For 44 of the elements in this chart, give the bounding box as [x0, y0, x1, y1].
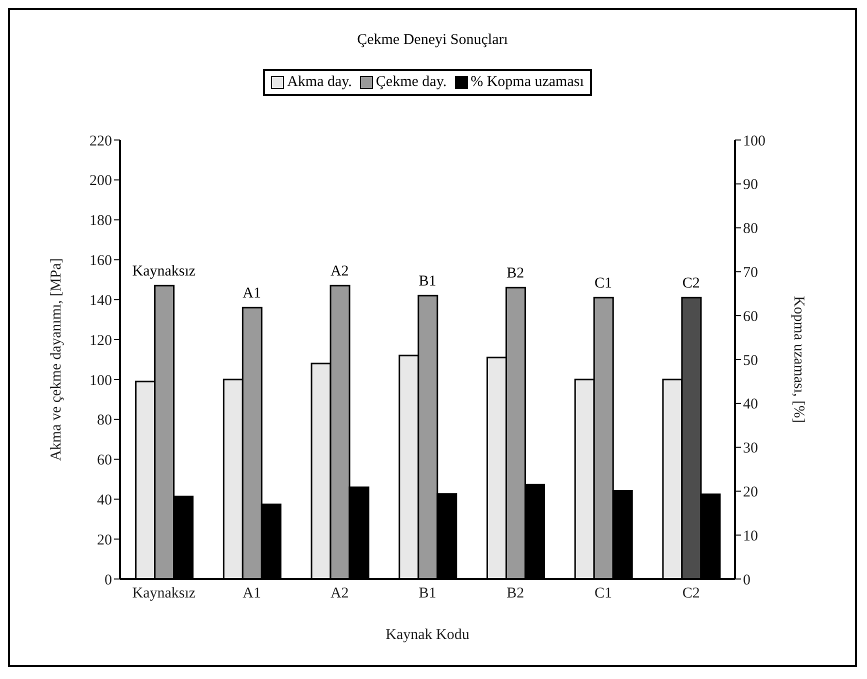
y-tick-label: 0	[104, 572, 112, 588]
y-tick-label: 220	[90, 133, 112, 150]
legend-label: % Kopma uzaması	[470, 74, 584, 91]
annotation: A1	[242, 286, 261, 302]
x-tick-label: C2	[682, 586, 700, 602]
y2-tick-label: 90	[743, 177, 758, 194]
y-axis-title: Akma ve çekme dayanımı, [MPa]	[48, 258, 64, 461]
y2-axis-title: Kopma uzaması, [%]	[790, 296, 807, 424]
legend-label: Çekme day.	[374, 74, 447, 91]
y-tick-label: 100	[90, 372, 112, 389]
y2-tick-label: 80	[743, 221, 758, 238]
x-tick-label: A2	[330, 586, 349, 602]
annotation: C2	[682, 276, 700, 292]
x-tick-label: B2	[506, 586, 524, 602]
y-tick-label: 180	[90, 213, 112, 230]
y-tick-label: 80	[97, 412, 112, 429]
y-tick-label: 60	[97, 452, 112, 469]
x-tick-label: B1	[418, 586, 436, 602]
y2-tick-label: 10	[743, 528, 758, 544]
x-axis-title: Kaynak Kodu	[386, 627, 470, 643]
x-tick-label: C1	[594, 586, 612, 602]
y2-tick-label: 40	[743, 396, 758, 413]
annotation: C1	[594, 276, 612, 292]
chart-title: Çekme Deneyi Sonuçları	[356, 32, 509, 49]
y-tick-label: 20	[97, 532, 112, 548]
y-tick-label: 200	[90, 173, 112, 190]
annotation: B2	[506, 266, 524, 282]
y2-tick-label: 0	[743, 572, 750, 588]
y-tick-label: 40	[97, 492, 112, 509]
y2-tick-label: 100	[743, 133, 766, 150]
y2-tick-label: 30	[743, 440, 758, 457]
annotation: A2	[330, 264, 349, 280]
y-tick-label: 120	[90, 332, 112, 349]
y-tick-label: 160	[90, 253, 112, 270]
annotation: Kaynaksız	[132, 264, 196, 280]
y2-tick-label: 70	[743, 265, 758, 282]
y2-tick-label: 60	[743, 308, 758, 325]
y2-tick-label: 50	[743, 352, 758, 369]
x-tick-label: A1	[242, 586, 261, 602]
x-tick-label: Kaynaksız	[132, 586, 196, 602]
legend-label: Akma day.	[286, 74, 352, 91]
y-tick-label: 140	[90, 292, 112, 309]
y2-tick-label: 20	[743, 484, 758, 501]
annotation: B1	[418, 274, 436, 290]
